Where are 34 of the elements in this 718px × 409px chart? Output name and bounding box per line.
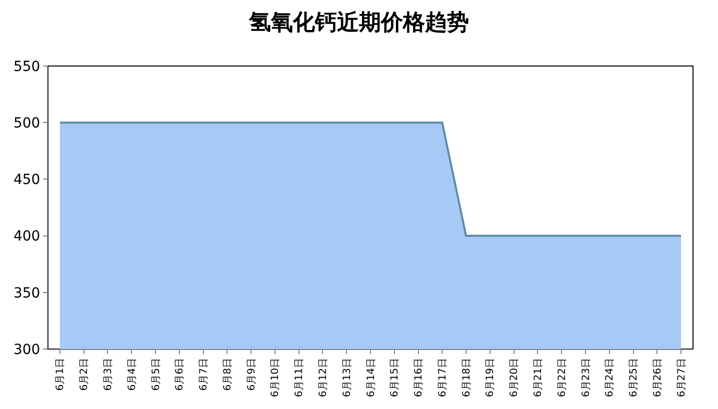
x-tick-label: 6月25日	[628, 358, 640, 398]
x-tick-label: 6月14日	[366, 358, 377, 398]
y-tick-label: 400	[13, 228, 40, 245]
x-tick-label: 6月6日	[174, 358, 186, 391]
x-tick-label: 6月18日	[461, 358, 472, 398]
x-tick-label: 6月26日	[652, 358, 664, 398]
y-tick-label: 450	[13, 172, 40, 188]
y-tick-label: 350	[13, 285, 40, 302]
y-tick-label: 300	[13, 342, 40, 358]
x-tick-label: 6月22日	[556, 358, 568, 398]
y-tick-label: 550	[13, 58, 40, 75]
x-tick-label: 6月24日	[604, 358, 616, 398]
x-tick-label: 6月17日	[437, 358, 448, 398]
chart-title: 氢氧化钙近期价格趋势	[248, 10, 469, 36]
x-tick-label: 6月11日	[294, 358, 306, 398]
x-tick-label: 6月4日	[126, 358, 138, 391]
x-tick-label: 6月12日	[318, 358, 329, 398]
x-tick-label: 6月23日	[580, 358, 592, 398]
x-tick-label: 6月9日	[246, 358, 258, 391]
x-tick-label: 6月21日	[532, 358, 544, 398]
y-tick-label: 500	[13, 116, 40, 132]
x-tick-label: 6月7日	[198, 358, 210, 391]
x-tick-label: 6月16日	[414, 358, 425, 398]
x-tick-label: 6月3日	[102, 358, 114, 391]
x-tick-label: 6月10日	[270, 358, 282, 398]
x-tick-label: 6月1日	[55, 358, 66, 391]
x-tick-label: 6月20日	[509, 358, 520, 398]
x-tick-label: 6月27日	[676, 358, 688, 398]
x-tick-label: 6月19日	[485, 358, 496, 398]
x-tick-label: 6月2日	[79, 358, 90, 391]
x-tick-label: 6月8日	[222, 358, 234, 391]
x-tick-label: 6月13日	[342, 358, 353, 398]
x-tick-label: 6月15日	[390, 358, 401, 398]
x-tick-label: 6月5日	[150, 358, 162, 391]
